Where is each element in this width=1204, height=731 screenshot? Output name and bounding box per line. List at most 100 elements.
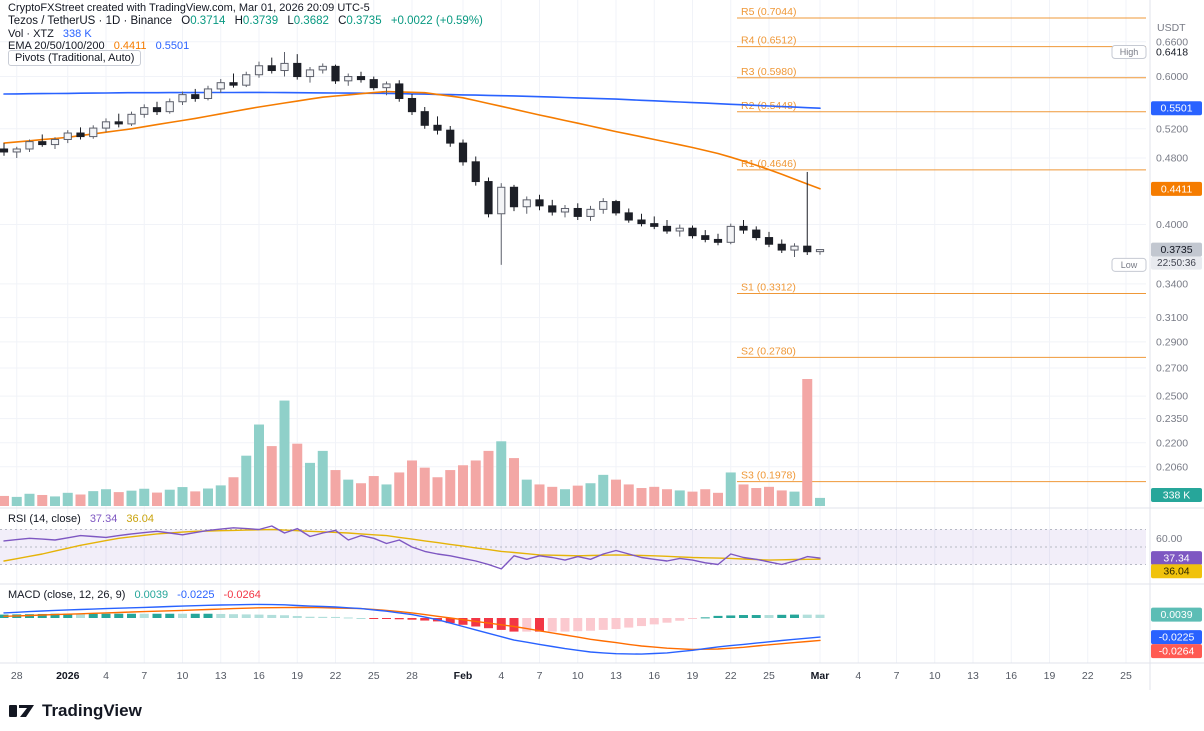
high-label: H — [234, 15, 243, 27]
tradingview-logo[interactable]: TradingView — [9, 701, 142, 721]
svg-text:0.4411: 0.4411 — [1161, 183, 1192, 195]
gridlines — [0, 0, 1146, 663]
pivots-indicator-label[interactable]: Pivots (Traditional, Auto) — [8, 50, 142, 66]
svg-text:7: 7 — [141, 670, 147, 682]
chart-canvas[interactable]: R5 (0.7044)R4 (0.6512)R3 (0.5980)R2 (0.5… — [0, 0, 1204, 690]
high-value: 0.3739 — [242, 15, 279, 27]
macd-hist-value: 0.0039 — [134, 589, 169, 601]
svg-text:10: 10 — [177, 670, 189, 682]
volume-bars — [0, 379, 825, 506]
svg-text:28: 28 — [406, 670, 418, 682]
svg-text:0.2700: 0.2700 — [1156, 363, 1188, 375]
pane-separators — [0, 0, 1204, 690]
close-value: 0.3735 — [346, 15, 382, 27]
low-label: L — [287, 15, 294, 27]
rsi-label: RSI (14, close) — [8, 513, 81, 525]
svg-text:10: 10 — [572, 670, 584, 682]
rsi-value: 37.34 — [89, 513, 118, 525]
rsi-ma-value: 36.04 — [126, 513, 154, 525]
svg-text:Mar: Mar — [811, 670, 830, 682]
volume-label: Vol · XTZ — [8, 28, 54, 40]
svg-text:R4 (0.6512): R4 (0.6512) — [741, 35, 796, 47]
svg-text:S2 (0.2780): S2 (0.2780) — [741, 345, 796, 357]
macd-signal-value: -0.0264 — [223, 589, 261, 601]
ema-fast-value: 0.4411 — [113, 40, 147, 52]
svg-text:Low: Low — [1121, 260, 1138, 270]
svg-text:High: High — [1120, 47, 1139, 57]
svg-text:22:50:36: 22:50:36 — [1157, 258, 1196, 269]
svg-text:0.6600: 0.6600 — [1156, 36, 1188, 48]
svg-text:4: 4 — [103, 670, 109, 682]
ema-lines — [3, 90, 821, 190]
macd-pane — [0, 603, 825, 655]
svg-text:0.5200: 0.5200 — [1156, 123, 1188, 135]
pivots-legend: Pivots (Traditional, Auto) — [8, 50, 142, 66]
svg-text:4: 4 — [498, 670, 504, 682]
svg-text:R1 (0.4646): R1 (0.4646) — [741, 158, 796, 170]
footer: TradingView — [0, 690, 1204, 731]
volume-legend[interactable]: Vol · XTZ 338 K — [8, 28, 92, 40]
svg-text:0.2900: 0.2900 — [1156, 336, 1188, 348]
svg-text:Feb: Feb — [454, 670, 473, 682]
svg-text:60.00: 60.00 — [1156, 533, 1182, 545]
svg-text:19: 19 — [291, 670, 303, 682]
svg-text:25: 25 — [763, 670, 775, 682]
svg-text:338 K: 338 K — [1163, 490, 1190, 502]
svg-text:13: 13 — [967, 670, 979, 682]
svg-text:0.2500: 0.2500 — [1156, 391, 1188, 403]
ema-label: EMA 20/50/100/200 — [8, 40, 105, 52]
svg-text:7: 7 — [894, 670, 900, 682]
svg-text:37.34: 37.34 — [1163, 553, 1189, 565]
svg-text:0.6418: 0.6418 — [1156, 46, 1188, 58]
svg-text:-0.0264: -0.0264 — [1159, 646, 1195, 658]
candles-layer — [0, 51, 825, 265]
svg-text:0.3400: 0.3400 — [1156, 278, 1188, 290]
svg-text:22: 22 — [1082, 670, 1094, 682]
macd-legend[interactable]: MACD (close, 12, 26, 9) 0.0039 -0.0225 -… — [8, 589, 261, 601]
svg-text:0.2060: 0.2060 — [1156, 461, 1188, 473]
svg-text:0.3100: 0.3100 — [1156, 312, 1188, 324]
svg-text:7: 7 — [537, 670, 543, 682]
svg-text:USDT: USDT — [1157, 22, 1186, 34]
svg-text:0.4800: 0.4800 — [1156, 152, 1188, 164]
svg-text:-0.0225: -0.0225 — [1159, 632, 1195, 644]
svg-text:0.3735: 0.3735 — [1160, 244, 1192, 256]
close-label: C — [338, 15, 347, 27]
svg-text:R3 (0.5980): R3 (0.5980) — [741, 66, 796, 78]
tradingview-logo-icon — [9, 704, 34, 717]
svg-text:0.2200: 0.2200 — [1156, 437, 1188, 449]
svg-text:16: 16 — [253, 670, 265, 682]
attribution-text: CryptoFXStreet created with TradingView.… — [8, 2, 370, 14]
time-axis[interactable]: 28 2026 4 7 10 13 16 19 22 25 28 Feb 4 7 10 13 16 19 22 25 M… — [11, 670, 1132, 682]
svg-text:4: 4 — [855, 670, 861, 682]
pivot-lines: R5 (0.7044)R4 (0.6512)R3 (0.5980)R2 (0.5… — [737, 6, 1146, 483]
symbol-legend[interactable]: Tezos / TetherUS · 1D · Binance O0.3714 … — [8, 15, 483, 27]
svg-text:0.4000: 0.4000 — [1156, 219, 1188, 231]
svg-text:0.5501: 0.5501 — [1160, 103, 1192, 115]
svg-text:28: 28 — [11, 670, 23, 682]
svg-text:25: 25 — [368, 670, 380, 682]
price-axis[interactable]: USDT 0.6600 0.6000 0.5200 0.4800 0.4000 0.3400… — [1111, 22, 1202, 659]
tradingview-logo-text: TradingView — [42, 700, 142, 720]
change-value: +0.0022 (+0.59%) — [390, 15, 483, 27]
svg-text:19: 19 — [1044, 670, 1056, 682]
svg-text:19: 19 — [687, 670, 699, 682]
svg-text:22: 22 — [330, 670, 342, 682]
rsi-pane — [0, 525, 1146, 570]
svg-text:10: 10 — [929, 670, 941, 682]
ema-legend[interactable]: EMA 20/50/100/200 0.4411 0.5501 — [8, 40, 189, 52]
svg-text:0.2350: 0.2350 — [1156, 413, 1188, 425]
macd-line-value: -0.0225 — [177, 589, 215, 601]
low-value: 0.3682 — [293, 15, 329, 27]
svg-text:16: 16 — [1005, 670, 1017, 682]
svg-text:R5 (0.7044): R5 (0.7044) — [741, 6, 796, 18]
open-value: 0.3714 — [190, 15, 226, 27]
svg-text:0.0039: 0.0039 — [1160, 609, 1192, 621]
svg-text:S3 (0.1978): S3 (0.1978) — [741, 470, 796, 482]
svg-text:2026: 2026 — [56, 670, 80, 682]
svg-text:36.04: 36.04 — [1163, 566, 1189, 578]
rsi-legend[interactable]: RSI (14, close) 37.34 36.04 — [8, 513, 154, 525]
volume-value: 338 K — [62, 28, 92, 40]
svg-text:13: 13 — [610, 670, 622, 682]
